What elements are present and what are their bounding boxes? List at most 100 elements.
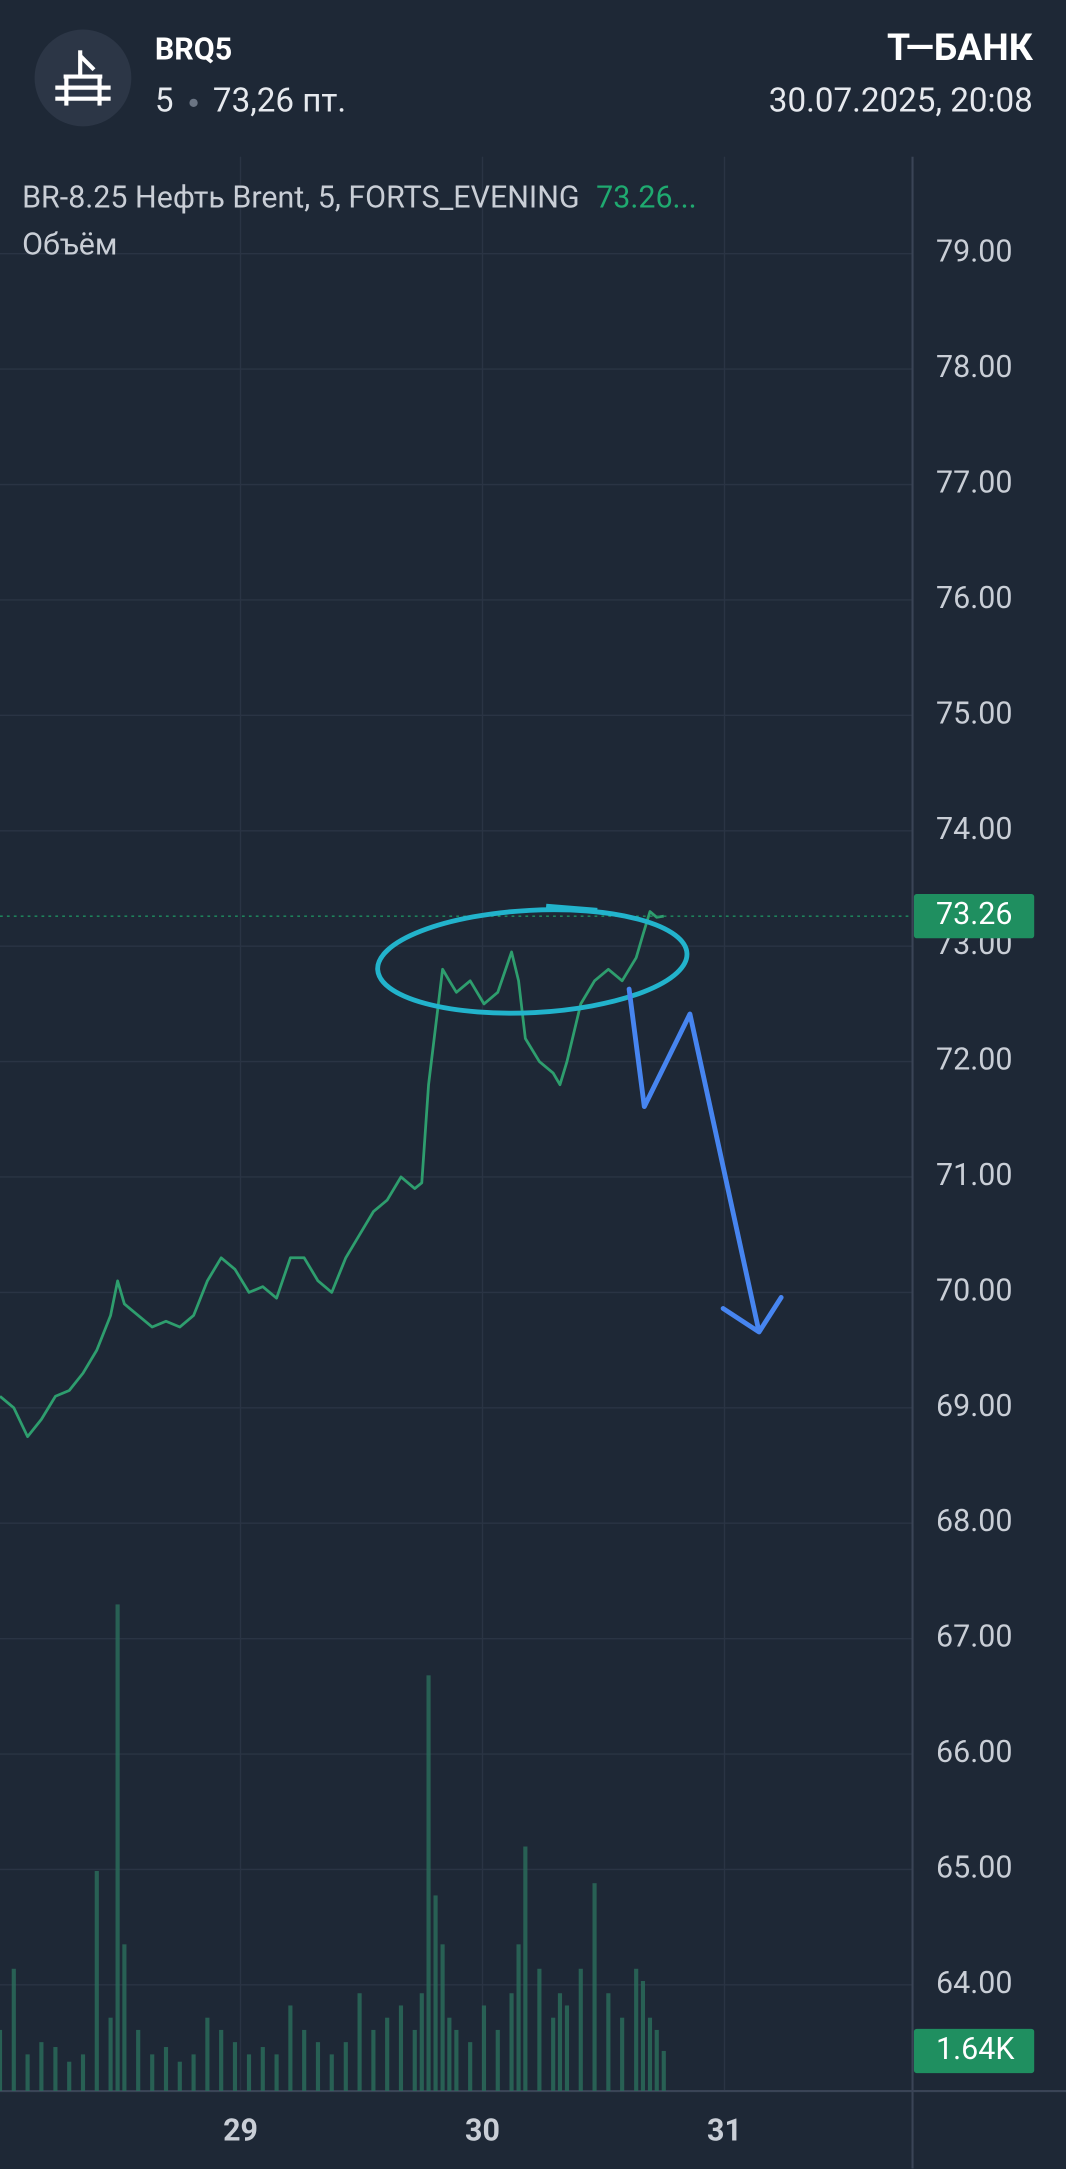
header: BRQ5 5 73,26 пт. Т—БАНК 30.07.2025, 20:0… <box>34 26 1034 127</box>
separator-dot <box>189 98 198 107</box>
drawn-ellipse <box>375 907 690 1016</box>
plot: 64.00 65.00 66.00 67.00 68.00 69.00 70.00 71.00… <box>0 156 1066 2169</box>
y-tick-label: 64.00 <box>936 1966 1012 2001</box>
volume-bar <box>634 1968 639 2092</box>
volume-bar <box>468 2042 473 2092</box>
y-tick-label: 71.00 <box>936 1158 1012 1193</box>
volume-bar <box>620 2017 625 2092</box>
volume-bar <box>177 2061 182 2092</box>
volume-bar <box>246 2054 252 2092</box>
price-line <box>0 910 664 1439</box>
volume-bar <box>11 1968 16 2092</box>
price-tag <box>913 894 1035 939</box>
y-tick-label: 67.00 <box>936 1620 1012 1655</box>
volume-bar <box>357 1993 362 2092</box>
volume-bar <box>122 1944 127 2092</box>
volume-bar <box>564 2005 570 2092</box>
volume-bar <box>274 2054 279 2092</box>
y-tick-label: 72.00 <box>936 1043 1012 1078</box>
volume-bar <box>412 2029 417 2092</box>
volume-bar <box>80 2054 86 2092</box>
volume-bar <box>606 1993 611 2092</box>
volume-bar <box>371 2029 376 2092</box>
y-tick-label: 78.00 <box>936 350 1012 385</box>
drawn-stroke <box>545 903 598 913</box>
volume-bar <box>578 1968 583 2092</box>
volume-bar <box>509 1993 514 2092</box>
y-tick-label: 69.00 <box>936 1389 1012 1424</box>
volume-bar <box>315 2042 321 2092</box>
volume-tag-label: 1.64K <box>936 2032 1015 2067</box>
volume-bar <box>39 2042 44 2092</box>
volume-bar <box>523 1846 528 2092</box>
brand: Т—БАНК <box>887 26 1034 70</box>
volume-bar <box>654 2029 659 2092</box>
volume-bar <box>426 1675 431 2092</box>
drawn-arrow <box>626 986 784 1335</box>
volume-bar <box>385 2017 390 2092</box>
volume-bar <box>67 2061 72 2092</box>
y-tick-label: 65.00 <box>936 1850 1012 1885</box>
volume-bar <box>433 1895 438 2092</box>
volume-tag <box>913 2028 1035 2074</box>
volume-bar <box>343 2042 348 2092</box>
volume-bar <box>440 1944 445 2092</box>
volume-bar <box>398 2005 404 2092</box>
volume-bar <box>25 2054 30 2092</box>
y-tick-label: 74.00 <box>936 812 1012 847</box>
volume-bar <box>205 2017 210 2092</box>
volume-bar <box>481 2005 487 2092</box>
interval: 5 <box>155 82 174 121</box>
volume-bar <box>329 2054 334 2092</box>
x-tick-label: 29 <box>223 2114 258 2149</box>
volume-bar <box>260 2047 265 2092</box>
volume-bar <box>447 2017 452 2092</box>
price: 73,26 пт. <box>213 82 346 121</box>
volume-bar <box>454 2029 459 2092</box>
volume-bar <box>537 1968 542 2092</box>
volume-bar <box>108 2017 113 2092</box>
volume-bar <box>557 1993 563 2092</box>
volume-bar <box>191 2054 196 2092</box>
volume-bar <box>551 2017 556 2092</box>
volume-title: Объём <box>22 228 117 263</box>
volume-bar <box>219 2029 224 2092</box>
volume-bar <box>516 1944 521 2092</box>
annotations <box>375 903 784 1335</box>
volume-bar <box>232 2042 238 2092</box>
volume-bar <box>647 2017 653 2092</box>
volume-bar <box>419 1993 424 2092</box>
y-tick-label: 76.00 <box>936 581 1012 616</box>
legend: BR-8.25 Нефть Brent, 5, FORTS_EVENING 73… <box>22 181 697 263</box>
volume-bar <box>0 2029 3 2092</box>
ticker: BRQ5 <box>155 33 232 68</box>
volume-bar <box>288 2005 293 2092</box>
volume-bar <box>640 1981 646 2092</box>
y-tick-label: 66.00 <box>936 1735 1012 1770</box>
volume-bar <box>150 2054 155 2092</box>
volume-bar <box>592 1883 597 2092</box>
x-tick-label: 30 <box>465 2114 500 2149</box>
y-tick-label: 70.00 <box>936 1273 1012 1308</box>
legend-title: BR-8.25 Нефть Brent, 5, FORTS_EVENING <box>22 181 579 216</box>
volume-bar <box>661 2050 666 2092</box>
y-tick-label: 77.00 <box>936 466 1012 501</box>
y-tick-label: 79.00 <box>936 235 1012 270</box>
volume-bar <box>136 2029 141 2092</box>
price-tag-label: 73.26 <box>936 897 1012 932</box>
volume-bar <box>115 1604 120 2092</box>
y-tick-label: 68.00 <box>936 1504 1012 1539</box>
volume-bar <box>53 2047 58 2092</box>
y-tick-label: 75.00 <box>936 696 1012 731</box>
oil-rig-icon <box>55 50 111 106</box>
datetime: 30.07.2025, 20:08 <box>769 82 1033 121</box>
volume-bar <box>94 1870 99 2092</box>
volume-bar <box>163 2047 169 2092</box>
x-tick-label: 31 <box>707 2114 742 2149</box>
legend-value: 73.26... <box>596 181 696 216</box>
volume-bar <box>495 2029 500 2092</box>
volume-bar <box>302 2029 307 2092</box>
